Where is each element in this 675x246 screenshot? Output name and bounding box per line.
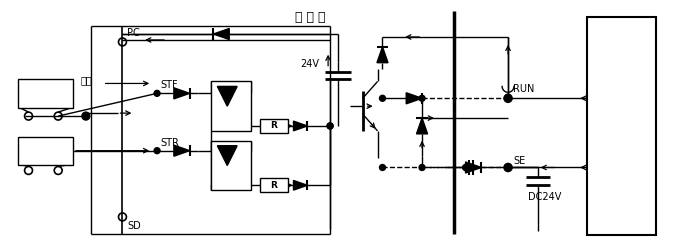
- Circle shape: [462, 165, 468, 170]
- Polygon shape: [416, 118, 427, 134]
- Circle shape: [419, 165, 425, 170]
- Text: SE: SE: [513, 155, 525, 166]
- Bar: [260, 119, 288, 133]
- Circle shape: [327, 123, 333, 129]
- Bar: [211, 141, 251, 190]
- Text: STF: STF: [160, 80, 178, 90]
- Text: 电流: 电流: [81, 76, 92, 85]
- Text: R: R: [270, 181, 277, 190]
- Circle shape: [419, 95, 425, 101]
- Circle shape: [379, 95, 385, 101]
- Circle shape: [505, 165, 511, 170]
- Polygon shape: [174, 145, 190, 156]
- Circle shape: [327, 123, 333, 129]
- Bar: [587, 17, 656, 235]
- Bar: [260, 178, 288, 192]
- Text: 功
能
扩
展
模
块: 功 能 扩 展 模 块: [618, 75, 626, 177]
- Polygon shape: [217, 146, 237, 166]
- Circle shape: [154, 90, 160, 96]
- Text: STR: STR: [160, 138, 179, 148]
- Text: SD: SD: [128, 221, 141, 231]
- Polygon shape: [213, 29, 230, 40]
- Bar: [18, 137, 73, 165]
- Circle shape: [379, 165, 385, 170]
- Bar: [211, 81, 251, 131]
- Text: 24V: 24V: [300, 59, 319, 69]
- Text: 正转: 正转: [39, 88, 51, 98]
- Circle shape: [154, 148, 160, 154]
- Text: DC24V: DC24V: [528, 192, 561, 202]
- Circle shape: [82, 112, 90, 120]
- Text: 变 频 器: 变 频 器: [295, 11, 325, 24]
- Text: PC: PC: [128, 28, 140, 38]
- Polygon shape: [406, 93, 422, 104]
- Text: RUN: RUN: [513, 84, 535, 94]
- Polygon shape: [174, 88, 190, 99]
- Text: R: R: [270, 122, 277, 130]
- Polygon shape: [294, 181, 307, 190]
- Text: 反转: 反转: [39, 146, 51, 156]
- Bar: [18, 78, 73, 108]
- Polygon shape: [466, 162, 481, 173]
- Polygon shape: [377, 47, 388, 63]
- Polygon shape: [217, 86, 237, 106]
- Circle shape: [505, 95, 511, 101]
- Polygon shape: [294, 121, 307, 131]
